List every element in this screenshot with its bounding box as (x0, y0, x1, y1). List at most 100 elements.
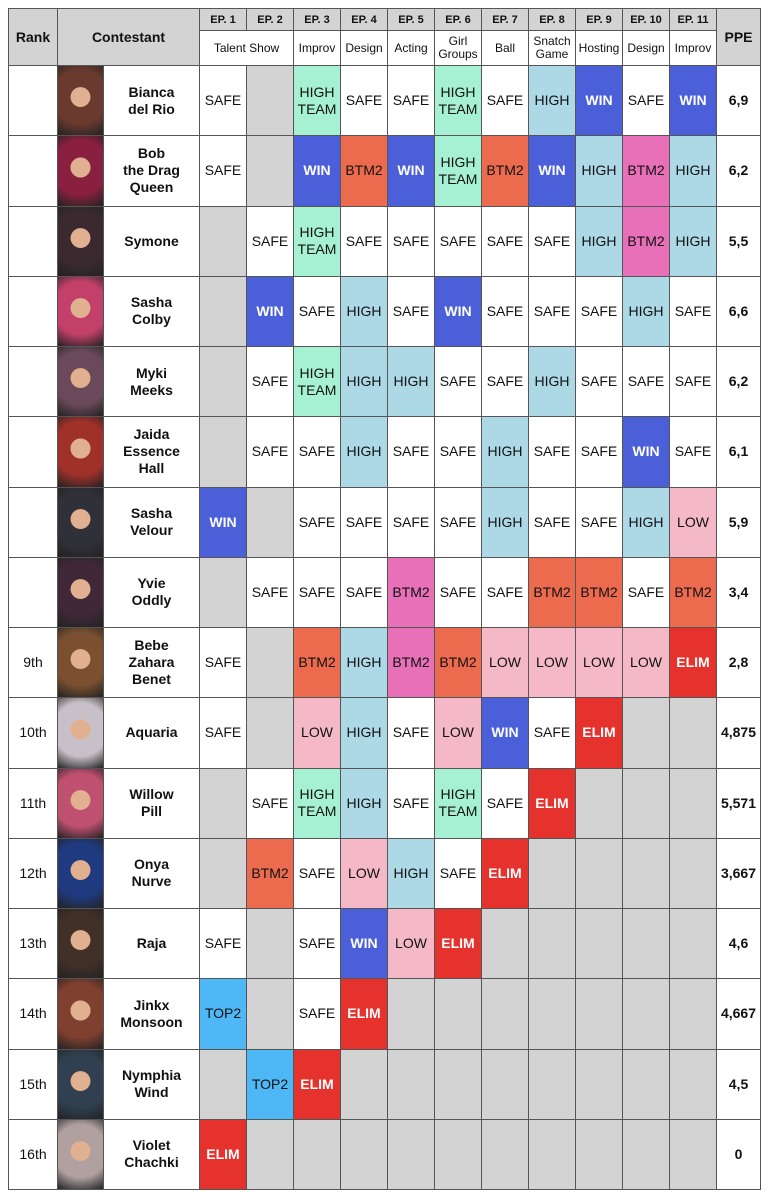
contestant-photo (58, 206, 104, 277)
episode-header: EP. 7 (482, 9, 529, 31)
result-cell: LOW (529, 628, 576, 699)
result-cell: HIGH (482, 417, 529, 488)
contestant-name: Raja (104, 909, 200, 980)
rank-cell (9, 206, 58, 277)
result-cell: WIN (247, 276, 294, 347)
challenge-header: Talent Show (200, 31, 294, 66)
rank-cell (9, 276, 58, 347)
result-cell: SAFE (388, 768, 435, 839)
ppe-cell: 6,6 (717, 276, 761, 347)
empty-cell (576, 768, 623, 839)
result-cell: SAFE (388, 487, 435, 558)
empty-cell (482, 979, 529, 1050)
result-cell: HIGH (341, 417, 388, 488)
contestant-photo (58, 136, 104, 207)
result-cell: SAFE (294, 417, 341, 488)
ppe-cell: 6,2 (717, 136, 761, 207)
episode-header: EP. 4 (341, 9, 388, 31)
contestant-name: Bianca del Rio (104, 66, 200, 137)
result-cell: SAFE (623, 347, 670, 418)
contestant-photo (58, 1049, 104, 1120)
result-cell: SAFE (247, 768, 294, 839)
contestant-name: Jaida Essence Hall (104, 417, 200, 488)
result-cell: SAFE (294, 909, 341, 980)
empty-cell (200, 347, 247, 418)
contestant-photo (58, 66, 104, 137)
result-cell: ELIM (200, 1119, 247, 1190)
empty-cell (247, 979, 294, 1050)
contestant-photo (58, 768, 104, 839)
episode-header: EP. 5 (388, 9, 435, 31)
result-cell: ELIM (294, 1049, 341, 1120)
result-cell: HIGH (623, 487, 670, 558)
result-cell: ELIM (341, 979, 388, 1050)
result-cell: ELIM (670, 628, 717, 699)
empty-cell (388, 1119, 435, 1190)
result-cell: HIGH (341, 347, 388, 418)
result-cell: SAFE (200, 136, 247, 207)
result-cell: SAFE (482, 347, 529, 418)
result-cell: ELIM (482, 838, 529, 909)
empty-cell (623, 1119, 670, 1190)
empty-cell (482, 909, 529, 980)
result-cell: HIGH TEAM (435, 136, 482, 207)
empty-cell (341, 1049, 388, 1120)
contestant-photo (58, 417, 104, 488)
empty-cell (576, 909, 623, 980)
result-cell: ELIM (435, 909, 482, 980)
empty-cell (435, 979, 482, 1050)
empty-cell (200, 1049, 247, 1120)
empty-cell (482, 1119, 529, 1190)
challenge-header: Improv (670, 31, 717, 66)
contestant-photo (58, 276, 104, 347)
empty-cell (623, 698, 670, 769)
empty-cell (623, 979, 670, 1050)
result-cell: HIGH TEAM (435, 768, 482, 839)
result-cell: BTM2 (247, 838, 294, 909)
rank-cell: 13th (9, 909, 58, 980)
empty-cell (529, 979, 576, 1050)
contestant-photo (58, 909, 104, 980)
empty-cell (576, 1049, 623, 1120)
rank-cell (9, 347, 58, 418)
result-cell: WIN (294, 136, 341, 207)
challenge-header: Girl Groups (435, 31, 482, 66)
empty-cell (200, 557, 247, 628)
result-cell: BTM2 (294, 628, 341, 699)
result-cell: SAFE (388, 698, 435, 769)
challenge-header: Snatch Game (529, 31, 576, 66)
empty-cell (670, 698, 717, 769)
ppe-cell: 6,1 (717, 417, 761, 488)
rank-cell: 12th (9, 838, 58, 909)
result-cell: BTM2 (623, 136, 670, 207)
result-cell: SAFE (670, 276, 717, 347)
result-cell: LOW (388, 909, 435, 980)
result-cell: SAFE (529, 276, 576, 347)
result-cell: SAFE (529, 487, 576, 558)
result-cell: HIGH (529, 347, 576, 418)
result-cell: SAFE (341, 66, 388, 137)
contestant-photo (58, 1119, 104, 1190)
result-cell: SAFE (200, 66, 247, 137)
result-cell: WIN (435, 276, 482, 347)
result-cell: LOW (435, 698, 482, 769)
result-cell: ELIM (576, 698, 623, 769)
empty-cell (529, 1119, 576, 1190)
result-cell: HIGH (670, 206, 717, 277)
empty-cell (576, 979, 623, 1050)
ppe-cell: 4,667 (717, 979, 761, 1050)
result-cell: HIGH TEAM (294, 66, 341, 137)
result-cell: LOW (482, 628, 529, 699)
empty-cell (435, 1119, 482, 1190)
rank-cell (9, 487, 58, 558)
empty-cell (200, 768, 247, 839)
result-cell: WIN (623, 417, 670, 488)
empty-cell (529, 909, 576, 980)
rank-cell: 11th (9, 768, 58, 839)
ppe-cell: 6,2 (717, 347, 761, 418)
result-cell: BTM2 (576, 557, 623, 628)
result-cell: HIGH (341, 276, 388, 347)
result-cell: SAFE (435, 838, 482, 909)
result-cell: WIN (200, 487, 247, 558)
result-cell: SAFE (576, 487, 623, 558)
